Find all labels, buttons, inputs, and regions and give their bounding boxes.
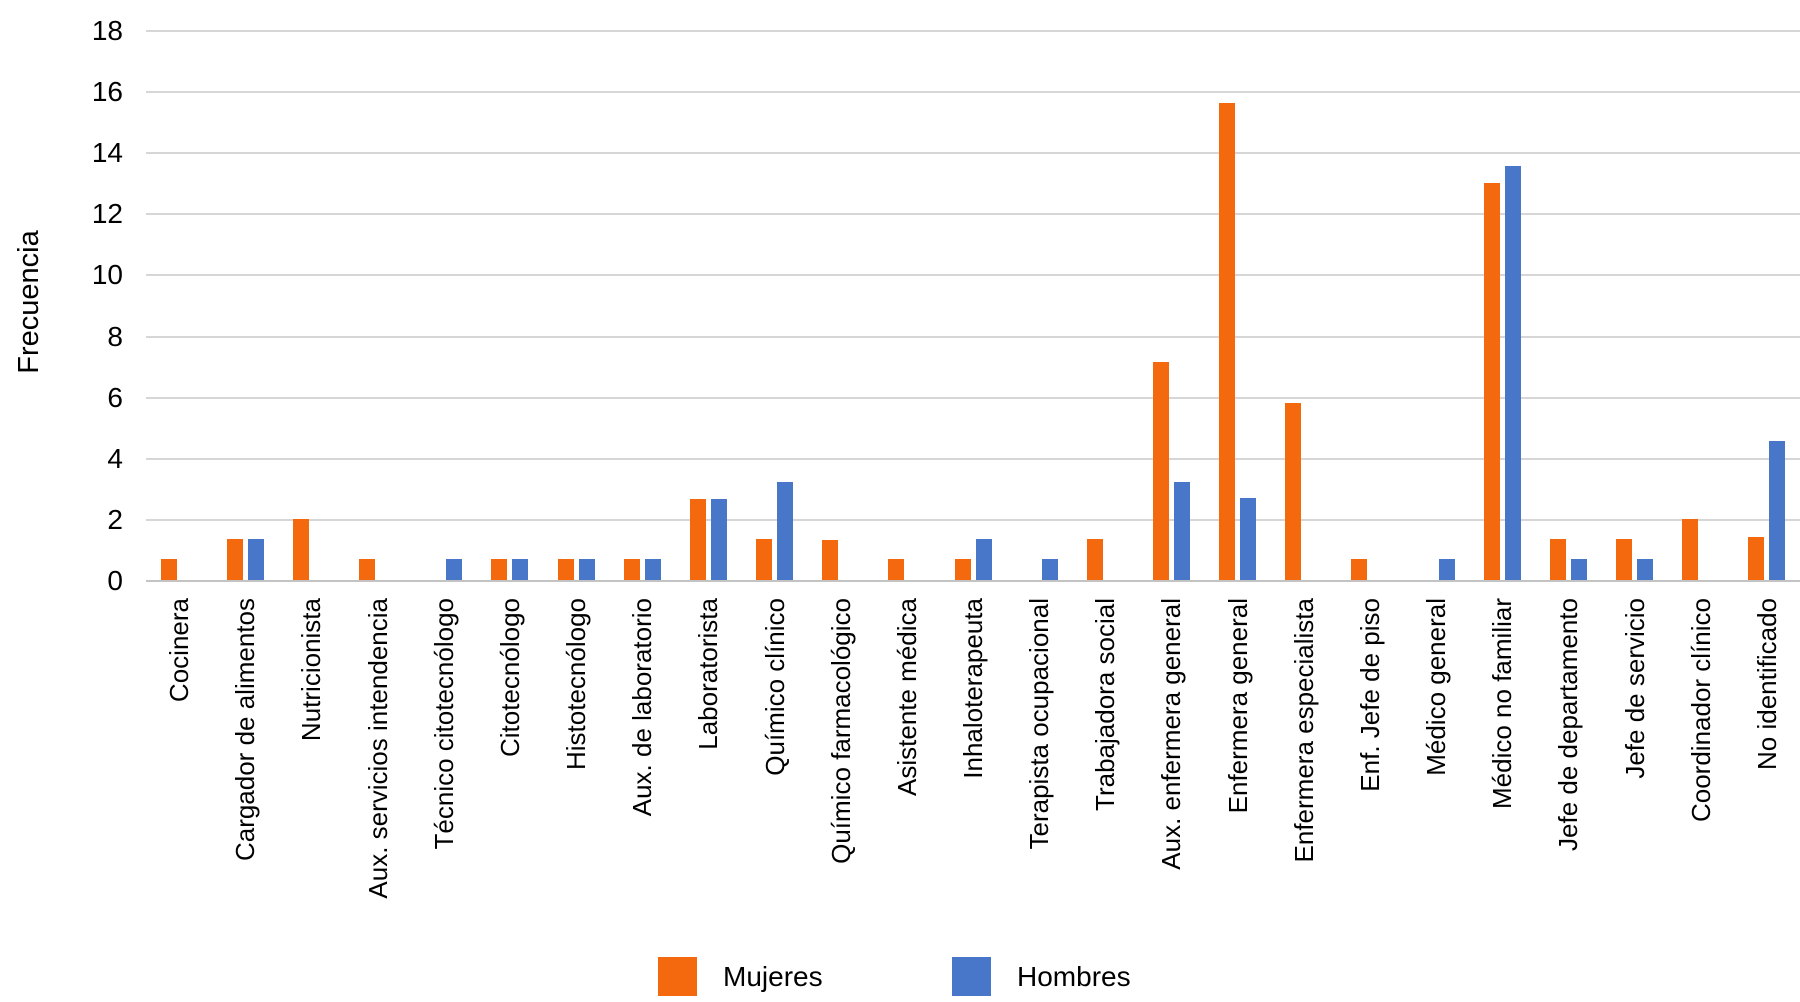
y-tick-label-16: 16 xyxy=(91,76,123,108)
bar-hombres-9 xyxy=(710,499,727,580)
x-axis-label-23: Jefe de servicio xyxy=(1619,598,1650,779)
bar-hombres-22 xyxy=(1570,558,1587,580)
bar-mujeres-18 xyxy=(1285,402,1302,580)
legend-label-mujeres: Mujeres xyxy=(723,961,823,992)
x-axis-label-11: Químico farmacológico xyxy=(825,598,856,864)
gridline-y-16 xyxy=(146,91,1800,94)
bar-mujeres-13 xyxy=(954,558,971,580)
x-axis-label-18: Enfermera especialista xyxy=(1288,598,1319,863)
gridline-y-4 xyxy=(146,457,1800,460)
bar-hombres-21 xyxy=(1504,165,1521,580)
gridline-y-14 xyxy=(146,152,1800,155)
y-tick-label-4: 4 xyxy=(107,442,123,474)
x-axis-label-8: Aux. de laboratorio xyxy=(627,598,658,817)
gridline-y-6 xyxy=(146,396,1800,399)
y-tick-label-8: 8 xyxy=(107,320,123,352)
bar-mujeres-15 xyxy=(1086,538,1103,580)
bar-hombres-16 xyxy=(1173,482,1190,580)
bar-hombres-14 xyxy=(1041,558,1058,580)
bar-mujeres-23 xyxy=(1616,538,1633,580)
bar-mujeres-8 xyxy=(623,558,640,580)
bar-mujeres-22 xyxy=(1549,538,1566,580)
x-axis-label-25: No identificado xyxy=(1751,598,1782,770)
legend-item-hombres: Hombres xyxy=(952,957,1131,996)
y-tick-label-2: 2 xyxy=(107,503,123,535)
x-axis-label-17: Enfermera general xyxy=(1222,598,1253,814)
bar-mujeres-24 xyxy=(1682,518,1699,580)
legend-swatch-mujeres xyxy=(658,957,697,996)
bar-hombres-23 xyxy=(1637,558,1654,580)
bar-hombres-20 xyxy=(1438,558,1455,580)
x-axis-label-19: Enf. Jefe de piso xyxy=(1354,598,1385,792)
x-axis-label-15: Trabajadora social xyxy=(1090,598,1121,811)
x-axis-label-24: Coordinador clínico xyxy=(1685,598,1716,823)
y-tick-label-14: 14 xyxy=(91,137,123,169)
gridline-y-8 xyxy=(146,335,1800,338)
y-tick-label-18: 18 xyxy=(91,15,123,46)
bar-hombres-2 xyxy=(247,538,264,580)
x-axis-label-10: Químico clínico xyxy=(759,598,790,776)
bar-mujeres-10 xyxy=(756,538,773,580)
bar-hombres-8 xyxy=(644,558,661,580)
bar-hombres-7 xyxy=(578,558,595,580)
x-axis-label-21: Médico no familiar xyxy=(1487,598,1518,809)
bar-mujeres-21 xyxy=(1483,182,1500,580)
legend-swatch-hombres xyxy=(952,957,991,996)
x-axis-label-3: Nutricionista xyxy=(296,598,327,742)
bar-mujeres-16 xyxy=(1152,361,1169,580)
bar-mujeres-6 xyxy=(491,558,508,580)
x-axis-label-12: Asistente médica xyxy=(891,598,922,796)
x-axis-label-9: Laboratorista xyxy=(693,598,724,750)
bar-mujeres-2 xyxy=(226,538,243,580)
gridline-y-12 xyxy=(146,213,1800,216)
bar-mujeres-19 xyxy=(1351,558,1368,580)
bar-mujeres-12 xyxy=(888,558,905,580)
bar-mujeres-3 xyxy=(292,518,309,580)
y-tick-label-10: 10 xyxy=(91,259,123,291)
bar-hombres-6 xyxy=(512,558,529,580)
y-tick-label-12: 12 xyxy=(91,198,123,230)
legend-item-mujeres: Mujeres xyxy=(658,957,823,996)
bar-hombres-10 xyxy=(777,482,794,580)
x-axis-label-2: Cargador de alimentos xyxy=(230,598,261,862)
x-axis-label-4: Aux. servicios intendencia xyxy=(362,598,393,899)
y-axis-title: Frecuencia xyxy=(13,230,45,374)
x-axis-label-7: Histotecnólogo xyxy=(561,598,592,770)
x-axis-line xyxy=(146,580,1800,582)
x-axis-label-13: Inhaloterapeuta xyxy=(958,598,988,779)
gridline-y-10 xyxy=(146,274,1800,277)
bar-mujeres-9 xyxy=(689,499,706,580)
x-axis-label-22: Jefe de departamento xyxy=(1553,598,1584,851)
x-axis-label-5: Técnico citotecnólogo xyxy=(428,598,459,850)
y-tick-label-0: 0 xyxy=(107,565,123,596)
bar-hombres-5 xyxy=(446,558,463,580)
x-axis-label-20: Médico general xyxy=(1421,598,1452,776)
bar-hombres-25 xyxy=(1769,440,1786,580)
x-axis-label-14: Terapista ocupacional xyxy=(1024,598,1055,850)
gridline-y-18 xyxy=(146,30,1800,32)
x-axis-label-6: Citotecnólogo xyxy=(494,598,525,757)
x-axis-label-1: Cocinera xyxy=(164,598,195,703)
legend-label-hombres: Hombres xyxy=(1017,961,1131,992)
x-axis-label-16: Aux. enfermera general xyxy=(1156,598,1187,870)
gridline-y-2 xyxy=(146,518,1800,521)
bar-mujeres-4 xyxy=(359,558,376,580)
bar-mujeres-11 xyxy=(822,540,839,580)
bar-hombres-17 xyxy=(1240,497,1257,580)
plot-area xyxy=(146,30,1800,582)
y-tick-label-6: 6 xyxy=(107,381,123,413)
bar-mujeres-17 xyxy=(1219,103,1236,580)
bar-mujeres-25 xyxy=(1748,537,1765,580)
bar-mujeres-7 xyxy=(557,558,574,580)
bar-hombres-13 xyxy=(975,538,992,580)
bar-mujeres-1 xyxy=(160,558,177,580)
